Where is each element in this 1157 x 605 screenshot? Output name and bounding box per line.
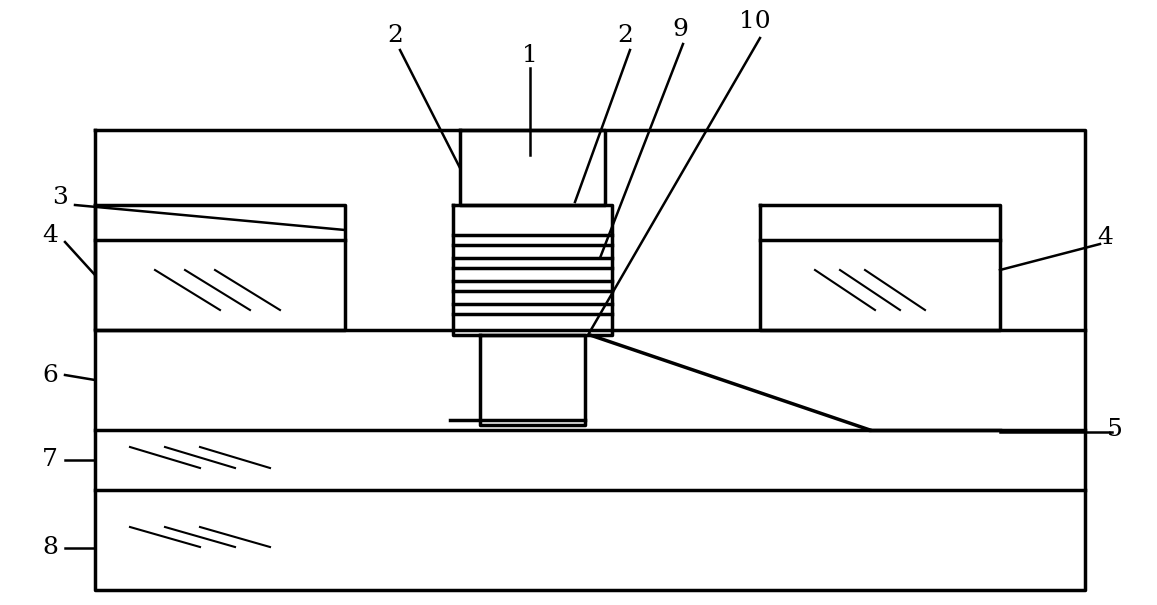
Text: 3: 3: [52, 186, 68, 209]
Text: 6: 6: [42, 364, 58, 387]
Text: 5: 5: [1107, 419, 1123, 442]
Text: 2: 2: [388, 24, 403, 47]
Text: 9: 9: [672, 19, 688, 42]
Text: 10: 10: [739, 10, 771, 33]
Text: 1: 1: [522, 44, 538, 67]
Text: 4: 4: [42, 223, 58, 246]
Text: 8: 8: [42, 537, 58, 560]
Text: 4: 4: [1097, 226, 1113, 249]
Text: 7: 7: [42, 448, 58, 471]
Text: 2: 2: [617, 24, 633, 47]
